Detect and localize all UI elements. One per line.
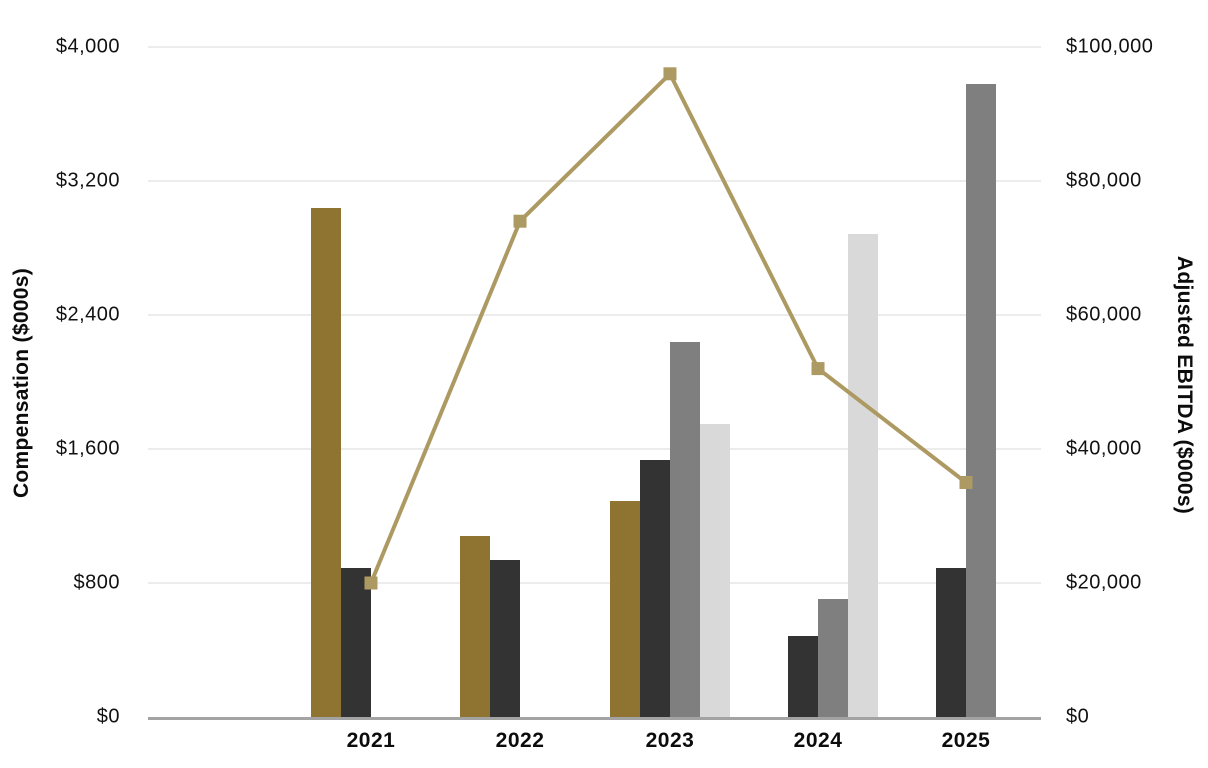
bar-slot <box>669 47 700 717</box>
bar-slot <box>490 47 521 717</box>
right-axis-tick-label: $40,000 <box>1066 437 1142 460</box>
gridline <box>148 448 1041 450</box>
right-axis-tick-label: $100,000 <box>1066 35 1154 58</box>
adjusted-ebitda-line <box>369 70 968 584</box>
bar-group-2025 <box>906 47 1026 717</box>
bar-slot <box>699 47 730 717</box>
bar-slot <box>310 47 341 717</box>
plot-area <box>148 46 1041 720</box>
light-gray-bar-series-2023 <box>699 423 730 717</box>
gold-bar-series-2023 <box>609 500 640 717</box>
x-axis-label-2021: 2021 <box>346 729 396 752</box>
gridline <box>148 582 1041 584</box>
line-marker-2021 <box>364 576 378 590</box>
bar-slot <box>818 47 849 717</box>
right-axis-tick-label: $60,000 <box>1066 303 1142 326</box>
gold-bar-series-2021 <box>310 207 341 717</box>
bar-group-2023 <box>609 47 730 717</box>
charcoal-bar-series-2024 <box>788 635 819 717</box>
charcoal-bar-series-2021 <box>340 567 371 717</box>
bar-slot <box>639 47 670 717</box>
bar-group-2021 <box>310 47 431 717</box>
x-axis-label-2023: 2023 <box>645 729 695 752</box>
left-axis-tick-label: $2,400 <box>55 303 120 326</box>
charcoal-bar-series-2023 <box>639 459 670 717</box>
left-axis-tick-label: $4,000 <box>55 35 120 58</box>
bar-slot <box>460 47 491 717</box>
gridline <box>148 314 1041 316</box>
charcoal-bar-series-2022 <box>490 559 521 717</box>
gray-bar-series-2025 <box>965 83 996 717</box>
line-marker-2025 <box>959 476 973 489</box>
bar-slot <box>935 47 966 717</box>
right-axis-tick-label: $20,000 <box>1066 571 1142 594</box>
right-axis-tick-label: $80,000 <box>1066 169 1142 192</box>
bar-slot <box>340 47 371 717</box>
gray-bar-series-2023 <box>669 341 700 717</box>
adjusted-ebitda-line-layer <box>364 67 973 590</box>
left-axis-title: Compensation ($000s) <box>10 267 33 499</box>
line-marker-2023 <box>663 67 677 81</box>
left-axis-tick-label: $0 <box>96 705 120 728</box>
gridline <box>148 180 1041 182</box>
bar-slot <box>788 47 819 717</box>
gridline <box>148 46 1041 48</box>
gold-bar-series-2022 <box>460 536 491 717</box>
left-axis-tick-label: $3,200 <box>55 169 120 192</box>
x-axis-label-2022: 2022 <box>495 729 545 752</box>
right-axis-tick-label: $0 <box>1066 705 1090 728</box>
line-marker-2022 <box>513 214 527 228</box>
charcoal-bar-series-2025 <box>935 567 966 717</box>
gray-bar-series-2024 <box>818 598 849 717</box>
line-marker-2024 <box>811 362 825 376</box>
bar-slot <box>848 47 879 717</box>
x-axis-label-2024: 2024 <box>793 729 843 752</box>
x-axis-label-2025: 2025 <box>941 729 991 752</box>
bar-group-2024 <box>758 47 879 717</box>
right-axis-title: Adjusted EBITDA ($000s) <box>1173 255 1196 515</box>
left-axis-tick-label: $1,600 <box>55 437 120 460</box>
bar-slot <box>609 47 640 717</box>
left-axis-tick-label: $800 <box>73 571 120 594</box>
light-gray-bar-series-2024 <box>848 233 879 717</box>
bar-group-2022 <box>460 47 580 717</box>
bar-slot <box>965 47 996 717</box>
